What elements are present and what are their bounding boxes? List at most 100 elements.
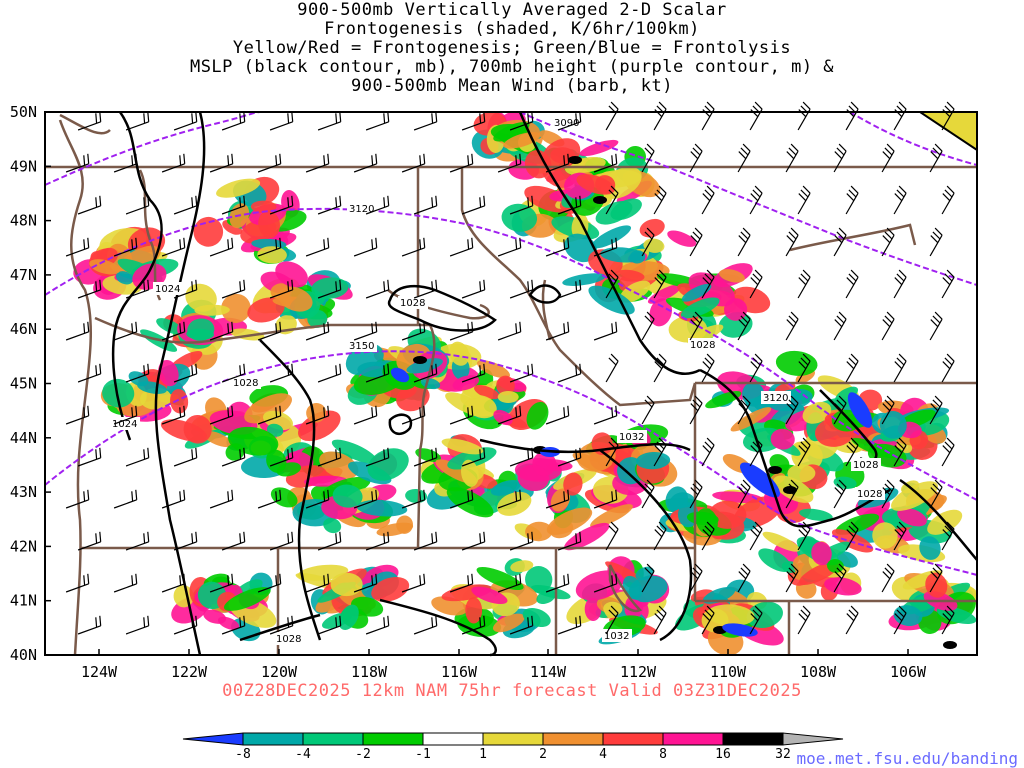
wind-barb bbox=[785, 227, 799, 257]
wind-barb bbox=[353, 405, 378, 425]
wind-barb bbox=[737, 479, 751, 509]
lat-tick-label: 44N bbox=[10, 429, 37, 447]
wind-barb bbox=[845, 101, 859, 131]
shading-cell bbox=[330, 572, 363, 597]
shading-cell bbox=[688, 272, 735, 307]
wind-barb bbox=[401, 153, 426, 173]
wind-barb bbox=[449, 573, 474, 593]
height-label: 3150 bbox=[347, 339, 377, 352]
mslp-label: 1024 bbox=[153, 282, 183, 295]
wind-barb bbox=[593, 489, 618, 509]
wind-barb bbox=[65, 405, 90, 425]
shading-cell bbox=[203, 609, 227, 624]
wind-barb bbox=[509, 447, 534, 467]
wind-barb bbox=[113, 321, 138, 341]
wind-barb bbox=[113, 153, 138, 173]
wind-barb bbox=[689, 479, 703, 509]
shading-cell bbox=[919, 536, 941, 560]
wind-barb bbox=[161, 321, 186, 341]
wind-barb bbox=[641, 227, 655, 257]
shading-cell bbox=[461, 459, 479, 487]
wind-barb bbox=[749, 521, 763, 551]
shading-cell bbox=[496, 375, 515, 396]
lat-tick-label: 43N bbox=[10, 483, 37, 501]
wind-barb bbox=[401, 573, 426, 593]
svg-text:1032: 1032 bbox=[619, 432, 644, 443]
wind-barb bbox=[257, 573, 282, 593]
wind-barb bbox=[173, 363, 198, 383]
wind-barb bbox=[737, 143, 751, 173]
lat-tick-label: 48N bbox=[10, 212, 37, 230]
lon-tick-label: 110W bbox=[710, 663, 747, 681]
wind-barb bbox=[701, 353, 715, 383]
wind-barb bbox=[689, 143, 703, 173]
shading-cell bbox=[490, 480, 521, 496]
shading-cell bbox=[571, 213, 589, 240]
wind-barb bbox=[941, 269, 955, 299]
wind-barb bbox=[545, 405, 570, 425]
wind-barb bbox=[125, 195, 150, 215]
wind-barb bbox=[209, 405, 234, 425]
colorbar-segment bbox=[722, 732, 784, 746]
wind-barb bbox=[317, 279, 342, 299]
shading-cell bbox=[746, 601, 783, 629]
shading-cell bbox=[244, 393, 292, 424]
wind-barb bbox=[641, 143, 655, 173]
shading-cell bbox=[897, 508, 927, 527]
shading-cell bbox=[647, 284, 682, 304]
shading-cell bbox=[250, 200, 277, 214]
title-line: MSLP (black contour, mb), 700mb height (… bbox=[189, 57, 835, 77]
mslp-label: 1032 bbox=[602, 629, 632, 642]
wind-barb bbox=[749, 101, 763, 131]
svg-text:1028: 1028 bbox=[400, 298, 425, 309]
shading-cell bbox=[775, 350, 818, 376]
shading-cell bbox=[600, 247, 645, 263]
wind-barb bbox=[317, 615, 342, 635]
wind-barb bbox=[113, 405, 138, 425]
title-line: 900-500mb Mean Wind (barb, kt) bbox=[350, 76, 674, 96]
wind-barb bbox=[881, 311, 895, 341]
wind-barb bbox=[785, 395, 799, 425]
wind-barb bbox=[545, 573, 570, 593]
contour-labels: 1024 1028 1028 1028 1024 1028 1032 1028 … bbox=[110, 116, 885, 645]
shading-cell bbox=[510, 560, 534, 573]
wind-barb bbox=[413, 363, 438, 383]
wind-barb bbox=[929, 563, 943, 593]
wind-barb bbox=[269, 447, 294, 467]
wind-barb bbox=[941, 437, 955, 467]
shading-cell bbox=[216, 178, 261, 198]
wind-barb bbox=[305, 153, 330, 173]
wind-barb bbox=[365, 195, 390, 215]
wind-barb bbox=[113, 489, 138, 509]
colorbar-segment bbox=[542, 732, 604, 746]
wind-barb bbox=[641, 311, 655, 341]
svg-text:1028: 1028 bbox=[276, 634, 301, 645]
shading-cell bbox=[770, 428, 795, 450]
wind-barb bbox=[497, 321, 522, 341]
wind-barb bbox=[893, 101, 907, 131]
height-contours bbox=[44, 111, 978, 576]
wind-barb bbox=[545, 489, 570, 509]
wind-barb bbox=[365, 363, 390, 383]
shading-cell bbox=[824, 577, 862, 596]
wind-barb bbox=[317, 111, 342, 131]
wind-barb bbox=[461, 279, 486, 299]
lon-tick-label: 114W bbox=[530, 663, 567, 681]
shading-cell bbox=[536, 589, 556, 605]
shading-cell bbox=[702, 586, 736, 604]
wind-barb bbox=[893, 437, 907, 467]
wind-barb bbox=[881, 479, 895, 509]
latitude-axis: 50N 49N 48N 47N 46N 45N 44N 43N 42N 41N 40N bbox=[10, 103, 51, 664]
wind-barb bbox=[209, 153, 234, 173]
wind-barb bbox=[557, 195, 582, 215]
shading-cell bbox=[452, 375, 480, 391]
wind-barb bbox=[113, 237, 138, 257]
wind-barb bbox=[605, 101, 619, 131]
wind-barb bbox=[77, 363, 102, 383]
wind-barb bbox=[173, 111, 198, 131]
wind-barb bbox=[509, 615, 534, 635]
svg-text:3120: 3120 bbox=[763, 393, 788, 404]
wind-barb bbox=[497, 153, 522, 173]
colorbar-segment bbox=[362, 732, 424, 746]
shading-cell bbox=[546, 507, 593, 535]
